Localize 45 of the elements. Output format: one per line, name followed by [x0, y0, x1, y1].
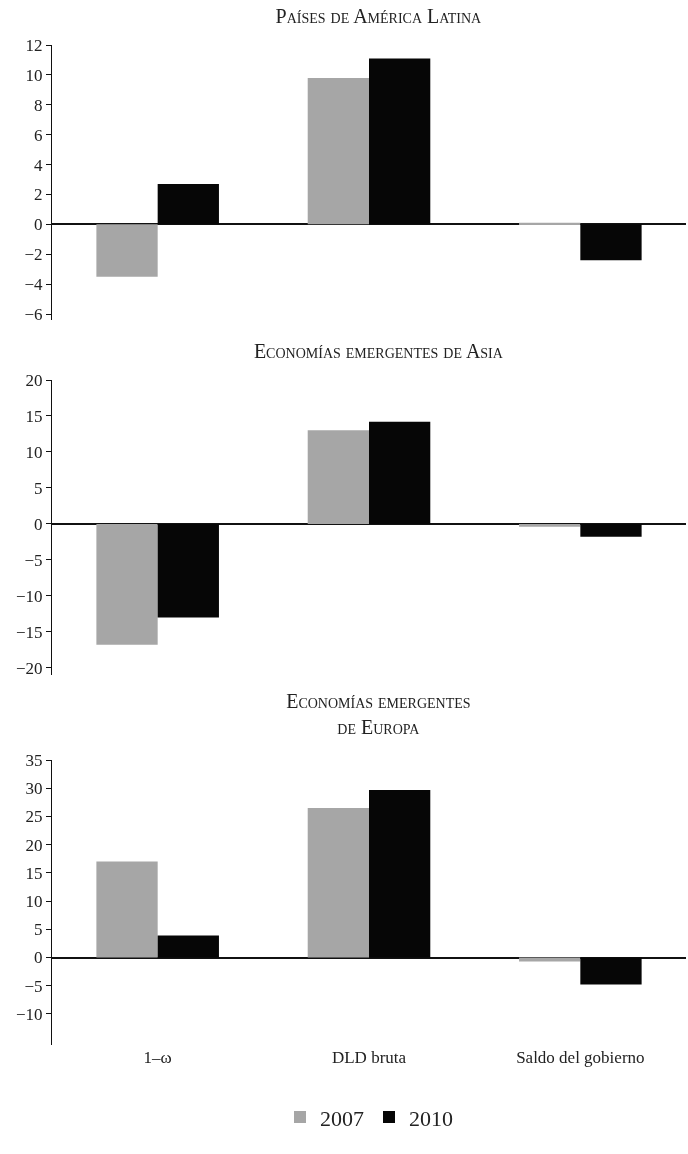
y-tick-label: 0	[34, 514, 43, 534]
chart-title: Economías emergentes de Europa	[286, 690, 471, 739]
bar	[519, 222, 581, 225]
y-tick-label: 35	[25, 750, 43, 770]
x-tick-label: DLD bruta	[331, 1048, 407, 1067]
chart-title: Economías emergentes de Asia	[253, 339, 504, 362]
bar	[96, 861, 158, 958]
y-tick-label: −10	[16, 1004, 43, 1024]
y-tick-label: 4	[34, 155, 44, 175]
y-tick-label: 0	[34, 948, 43, 968]
y-tick-label: 20	[25, 835, 43, 855]
y-tick-label: 10	[25, 65, 43, 85]
x-tick-label: Saldo del gobierno	[516, 1048, 645, 1067]
y-tick-label: 0	[34, 215, 43, 235]
y-tick-label: 5	[34, 478, 43, 498]
y-tick-label: 25	[25, 807, 43, 827]
bar	[96, 224, 158, 277]
x-tick-label: 1–ω	[143, 1048, 172, 1067]
legend-label: 2007	[320, 1105, 364, 1131]
bar	[307, 430, 369, 524]
y-tick-label: 2	[34, 185, 43, 205]
y-tick-label: −5	[24, 976, 43, 996]
y-tick-label: −5	[24, 550, 43, 570]
y-tick-label: −20	[16, 658, 43, 678]
bar	[519, 523, 581, 527]
y-tick-label: 10	[25, 892, 43, 912]
y-tick-label: 6	[34, 125, 43, 145]
y-tick-label: −10	[16, 586, 43, 606]
y-tick-label: −4	[24, 275, 44, 295]
y-tick-label: 10	[25, 442, 43, 462]
bar	[307, 807, 369, 958]
chart-title: Países de América Latina	[275, 4, 483, 27]
bar	[307, 77, 369, 225]
y-tick-label: 15	[25, 406, 43, 426]
y-tick-label: 12	[25, 35, 43, 55]
y-tick-label: 5	[34, 920, 43, 940]
legend-label: 2010	[409, 1105, 453, 1131]
y-tick-label: −6	[24, 304, 43, 324]
y-tick-label: 8	[34, 95, 43, 115]
y-tick-label: 30	[25, 779, 43, 799]
y-tick-label: 15	[25, 863, 43, 883]
y-tick-label: 20	[25, 370, 43, 390]
y-tick-label: −15	[16, 622, 43, 642]
bar	[96, 523, 158, 645]
y-tick-label: −2	[24, 245, 43, 265]
